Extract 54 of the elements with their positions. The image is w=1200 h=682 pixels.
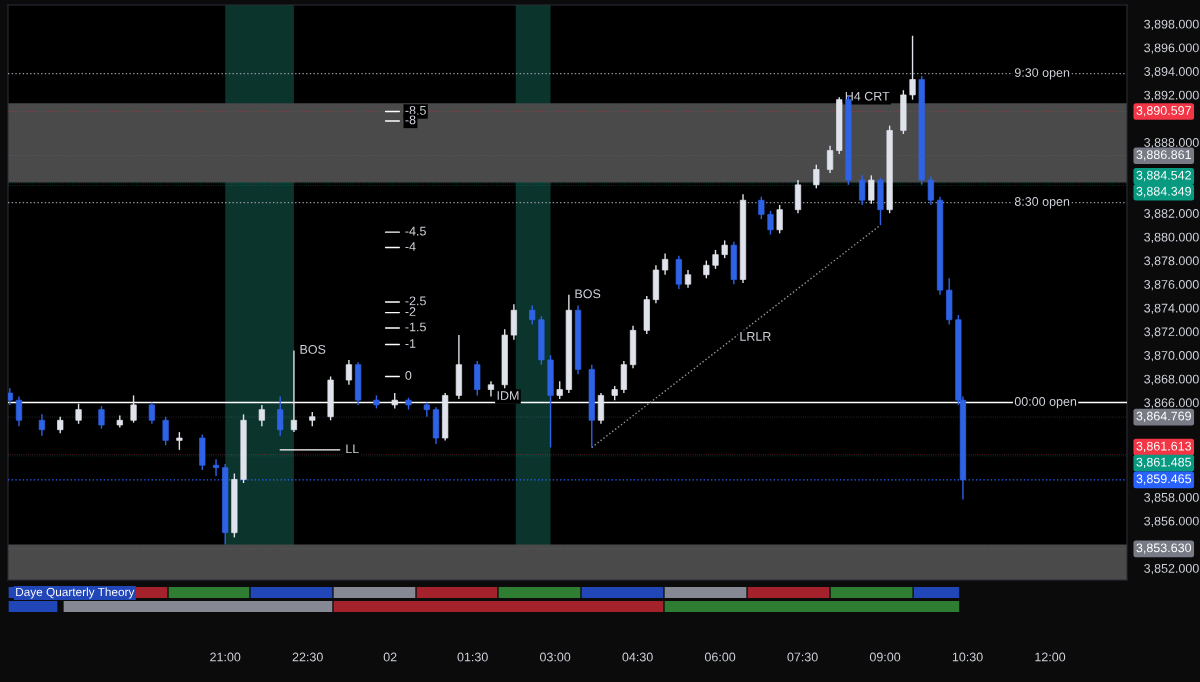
annotation: -1.5 <box>405 322 426 332</box>
ref-line-label: 3,884.349 <box>1136 186 1191 198</box>
ref-line-label: 3,859.465 <box>1136 474 1192 485</box>
y-tick-label: 3,870.000 <box>1144 351 1199 362</box>
ref-line-label: 3,861.485 <box>1136 457 1192 469</box>
y-tick-label: 3,852.000 <box>1144 563 1199 575</box>
x-tick-label: 10:30 <box>952 652 983 662</box>
annotation: -4 <box>405 242 416 251</box>
x-tick-label: 06:00 <box>704 652 736 662</box>
y-tick-label: 3,868.000 <box>1144 374 1199 385</box>
y-tick-label: 3,894.000 <box>1144 67 1199 78</box>
x-tick-label: 12:00 <box>1035 652 1066 662</box>
x-tick-label: 07:30 <box>787 652 818 662</box>
annotation: -2.5 <box>405 296 426 306</box>
text: Daye Quarterly Theory <box>16 587 135 599</box>
ref-line-label: 3,861.613 <box>1136 441 1192 453</box>
y-tick-label: 3,892.000 <box>1144 90 1199 102</box>
y-tick-label: 3,880.000 <box>1144 232 1199 244</box>
y-tick-label: 3,896.000 <box>1144 43 1199 54</box>
y-tick-label: 3,872.000 <box>1144 327 1199 338</box>
x-tick-label: 01:30 <box>457 652 488 662</box>
y-tick-label: 3,878.000 <box>1144 256 1199 267</box>
y-tick-label: 3,888.000 <box>1144 138 1199 149</box>
annotation: -1 <box>405 339 416 348</box>
ref-line-label: 3,864.769 <box>1136 411 1191 422</box>
x-tick-label: 21:00 <box>210 652 241 662</box>
annotation: BOS <box>300 344 326 354</box>
x-tick-label: 03:00 <box>539 652 571 662</box>
ref-line-label: 3,886.861 <box>1136 150 1191 161</box>
x-tick-label: 09:00 <box>869 652 901 662</box>
ref-line-label: 3,853.630 <box>1136 543 1192 554</box>
y-tick-label: 3,876.000 <box>1144 280 1199 291</box>
annotation: LL <box>346 444 359 454</box>
y-tick-label: 3,866.000 <box>1144 398 1199 409</box>
ref-line-label: 3,884.542 <box>1136 170 1191 182</box>
ref-line-label: 3,890.597 <box>1136 106 1191 117</box>
x-tick-label: 22:30 <box>292 652 323 662</box>
y-tick-label: 3,856.000 <box>1144 516 1199 527</box>
annotation: 9:30 open <box>1014 68 1070 80</box>
annotation: -2 <box>405 307 416 316</box>
y-tick-label: 3,898.000 <box>1144 19 1199 31</box>
annotation: 0 <box>405 371 412 380</box>
annotation: BOS <box>575 289 601 299</box>
x-tick-label: 02 <box>383 652 397 662</box>
y-tick-label: 3,858.000 <box>1144 492 1199 504</box>
annotation: 00:00 open <box>1014 397 1077 409</box>
annotation: H4 CRT <box>845 91 890 101</box>
annotation: LRLR <box>740 332 771 341</box>
annotation: -4.5 <box>405 226 426 236</box>
y-tick-label: 3,882.000 <box>1144 209 1199 220</box>
annotation: IDM <box>497 391 519 400</box>
y-tick-label: 3,874.000 <box>1144 303 1199 315</box>
x-tick-label: 04:30 <box>622 652 653 662</box>
annotation: 8:30 open <box>1014 197 1070 209</box>
